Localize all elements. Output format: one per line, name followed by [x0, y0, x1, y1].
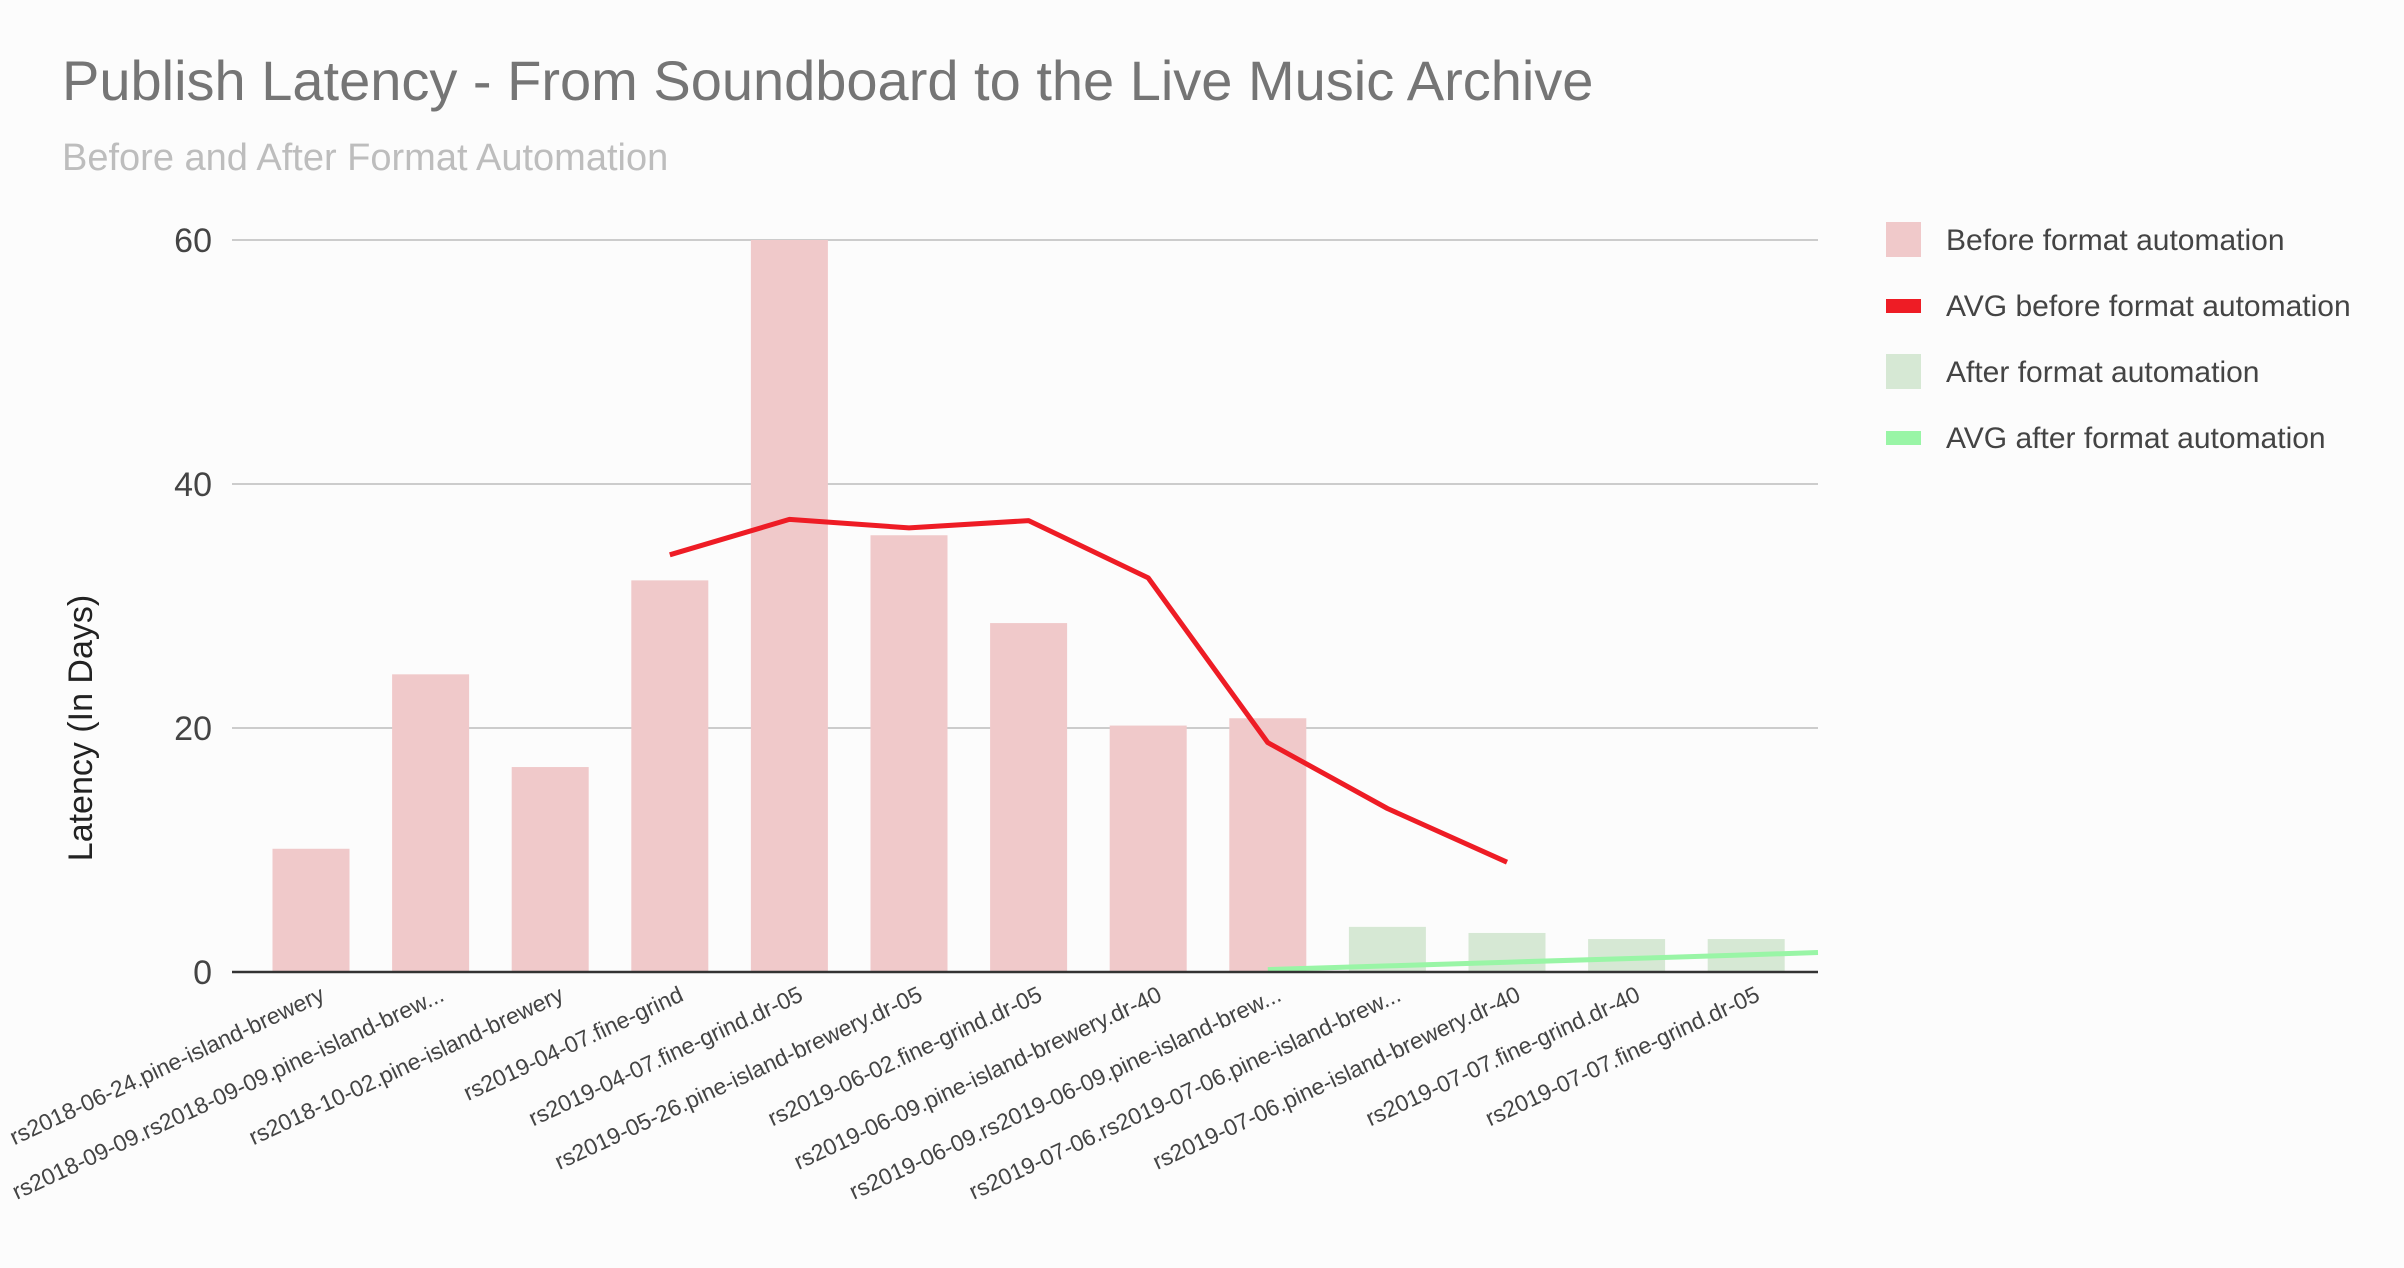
y-axis-label: Latency (In Days) — [62, 595, 100, 861]
bar — [392, 674, 470, 972]
bar — [511, 767, 589, 972]
bar — [990, 623, 1068, 972]
legend-label: After format automation — [1946, 356, 2259, 389]
bars — [272, 240, 1785, 972]
y-tick-label: 0 — [193, 954, 212, 992]
y-tick-label: 60 — [174, 222, 212, 260]
bar — [1109, 725, 1187, 972]
y-tick-label: 40 — [174, 466, 212, 504]
chart-subtitle: Before and After Format Automation — [62, 137, 668, 179]
x-tick-labels: rs2018-06-24.pine-island-breweryrs2018-0… — [5, 981, 1763, 1205]
legend-swatch — [1886, 222, 1921, 257]
x-tick-label: rs2019-06-09.rs2019-06-09.pine-island-br… — [845, 981, 1285, 1204]
legend-label: Before format automation — [1946, 224, 2285, 257]
series-lines — [669, 516, 1819, 973]
bar — [1229, 718, 1307, 972]
legend-swatch — [1886, 354, 1921, 389]
legend-label: AVG before format automation — [1946, 290, 2351, 323]
series-line — [1267, 950, 1819, 973]
y-tick-label: 20 — [174, 710, 212, 748]
bar — [1468, 932, 1546, 972]
chart-title: Publish Latency - From Soundboard to the… — [62, 49, 1593, 112]
bar — [750, 240, 828, 972]
legend-swatch — [1886, 431, 1921, 445]
series-line — [669, 516, 1509, 865]
legend: Before format automation AVG before forma… — [1886, 222, 2351, 455]
bar — [272, 848, 350, 972]
legend-swatch — [1886, 299, 1921, 313]
legend-label: AVG after format automation — [1946, 422, 2326, 455]
bar — [870, 535, 948, 972]
x-tick-label: rs2019-07-06.rs2019-07-06.pine-island-br… — [965, 981, 1405, 1204]
x-tick-label: rs2018-09-09.rs2018-09-09.pine-island-br… — [8, 981, 448, 1204]
bar — [631, 580, 709, 972]
